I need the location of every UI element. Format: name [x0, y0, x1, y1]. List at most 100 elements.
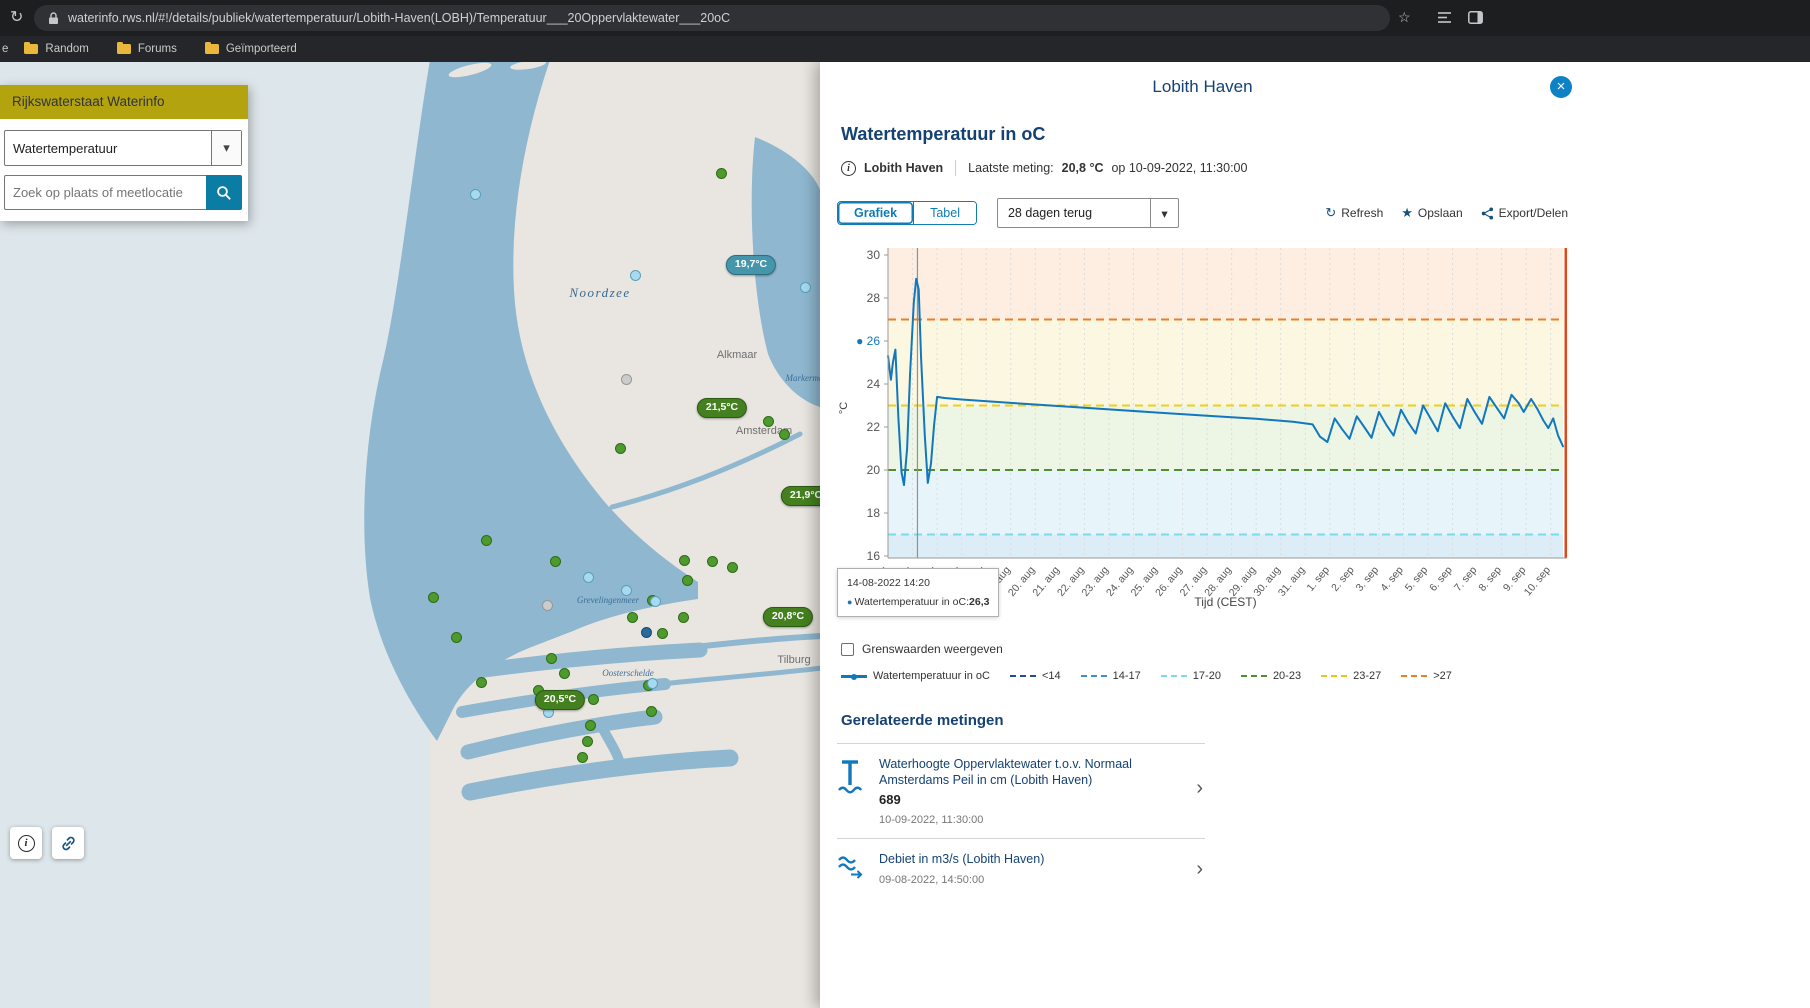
- legend-sample-line: [1401, 675, 1427, 677]
- map-station-dot[interactable]: [588, 694, 599, 705]
- map-station-dot[interactable]: [470, 189, 481, 200]
- parameter-select-value: Watertemperatuur: [13, 141, 117, 156]
- legend-item[interactable]: 23-27: [1321, 670, 1381, 682]
- side-panel-icon[interactable]: [1468, 11, 1483, 27]
- info-icon[interactable]: i: [841, 161, 856, 176]
- map-temperature-badge[interactable]: 21,9°C: [781, 486, 820, 506]
- map-station-dot[interactable]: [585, 720, 596, 731]
- bookmark-star-icon[interactable]: ☆: [1398, 9, 1411, 26]
- map-station-dot[interactable]: [679, 555, 690, 566]
- map-station-dot[interactable]: [707, 556, 718, 567]
- info-icon: i: [18, 835, 35, 852]
- search-button[interactable]: [206, 175, 242, 210]
- close-panel-button[interactable]: ×: [1550, 76, 1572, 98]
- grenswaarden-checkbox[interactable]: [841, 643, 854, 656]
- bookmarks-bar: e Random Forums Geïmporteerd: [0, 36, 1810, 62]
- map-station-dot[interactable]: [476, 677, 487, 688]
- location-search-input[interactable]: [4, 175, 206, 210]
- map-station-dot[interactable]: [647, 678, 658, 689]
- tooltip-value: 26,3: [969, 596, 989, 608]
- bookmark-clipped[interactable]: e: [2, 43, 8, 55]
- tab-grafiek[interactable]: Grafiek: [838, 202, 913, 224]
- temperature-chart[interactable]: 1618202224● 26283014. aug15. aug16. aug1…: [837, 248, 1567, 613]
- chevron-right-icon: ›: [1196, 864, 1203, 874]
- legend-item[interactable]: >27: [1401, 670, 1452, 682]
- svg-text:7. sep: 7. sep: [1452, 564, 1480, 594]
- map-station-dot[interactable]: [621, 374, 632, 385]
- bookmark-folder-forums[interactable]: Forums: [117, 43, 177, 55]
- export-label: Export/Delen: [1499, 206, 1568, 220]
- chevron-right-icon: ›: [1196, 783, 1203, 793]
- close-icon: ×: [1557, 78, 1566, 95]
- panel-station-title: Lobith Haven: [820, 77, 1585, 97]
- map-share-link-button[interactable]: [52, 827, 84, 859]
- map-station-dot[interactable]: [646, 706, 657, 717]
- map-temperature-badge[interactable]: 19,7°C: [726, 255, 776, 275]
- svg-text:Tijd (CEST): Tijd (CEST): [1194, 595, 1256, 609]
- map-station-dot[interactable]: [678, 612, 689, 623]
- map-station-dot[interactable]: [550, 556, 561, 567]
- legend-label: 20-23: [1273, 670, 1301, 682]
- map-temperature-badge[interactable]: 21,5°C: [697, 398, 747, 418]
- related-item-debiet[interactable]: Debiet in m3/s (Lobith Haven) 09-08-2022…: [837, 838, 1205, 898]
- reload-icon[interactable]: ↻: [10, 8, 23, 28]
- bookmark-folder-random[interactable]: Random: [24, 43, 88, 55]
- map-station-dot[interactable]: [559, 668, 570, 679]
- related-item-date: 10-09-2022, 11:30:00: [879, 814, 1183, 826]
- legend-sample-line: [1321, 675, 1347, 677]
- map-station-dot[interactable]: [582, 736, 593, 747]
- map-temperature-badge[interactable]: 20,8°C: [763, 607, 813, 627]
- reading-list-icon[interactable]: [1437, 11, 1452, 27]
- legend-sample-line: [1081, 675, 1107, 677]
- waterinfo-search-panel: Rijkswaterstaat Waterinfo Watertemperatu…: [0, 85, 248, 221]
- map-station-dot[interactable]: [779, 429, 790, 440]
- legend-label: 17-20: [1193, 670, 1221, 682]
- map-station-dot[interactable]: [650, 596, 661, 607]
- map-station-dot[interactable]: [641, 627, 652, 638]
- map-station-dot[interactable]: [481, 535, 492, 546]
- map-station-dot[interactable]: [682, 575, 693, 586]
- map-station-dot[interactable]: [451, 632, 462, 643]
- chart-area: 1618202224● 26283014. aug15. aug16. aug1…: [837, 248, 1567, 613]
- legend-item[interactable]: 14-17: [1081, 670, 1141, 682]
- map-station-dot[interactable]: [615, 443, 626, 454]
- map-station-dot[interactable]: [577, 752, 588, 763]
- divider: [955, 160, 956, 176]
- map-info-button[interactable]: i: [10, 827, 42, 859]
- related-measurements: Gerelateerde metingen Waterhoogte Opperv…: [837, 712, 1205, 898]
- svg-text:5. sep: 5. sep: [1403, 564, 1431, 594]
- save-button[interactable]: ★ Opslaan: [1401, 205, 1462, 221]
- map-station-dot[interactable]: [727, 562, 738, 573]
- map-station-dot[interactable]: [428, 592, 439, 603]
- legend-item[interactable]: <14: [1010, 670, 1061, 682]
- tab-tabel[interactable]: Tabel: [913, 202, 976, 224]
- svg-text:28: 28: [867, 291, 881, 305]
- related-item-waterhoogte[interactable]: Waterhoogte Oppervlaktewater t.o.v. Norm…: [837, 743, 1205, 838]
- map-station-dot[interactable]: [800, 282, 811, 293]
- url-bar[interactable]: waterinfo.rws.nl/#!/details/publiek/wate…: [34, 5, 1390, 31]
- page-viewport: NoordzeeAlkmaarMarkermeerAmsterdamGrevel…: [0, 62, 1810, 1008]
- bookmark-folder-geimporteerd[interactable]: Geïmporteerd: [205, 43, 297, 55]
- map-station-dot[interactable]: [627, 612, 638, 623]
- map-temperature-badge[interactable]: 20,5°C: [535, 690, 585, 710]
- map-station-dot[interactable]: [716, 168, 727, 179]
- map-canvas[interactable]: NoordzeeAlkmaarMarkermeerAmsterdamGrevel…: [0, 62, 820, 1008]
- export-share-button[interactable]: Export/Delen: [1481, 206, 1568, 220]
- legend-item[interactable]: 17-20: [1161, 670, 1221, 682]
- legend-item[interactable]: 20-23: [1241, 670, 1301, 682]
- map-station-dot[interactable]: [630, 270, 641, 281]
- map-station-dot[interactable]: [583, 572, 594, 583]
- map-station-dot[interactable]: [763, 416, 774, 427]
- time-range-select[interactable]: 28 dagen terug ▾: [997, 198, 1179, 228]
- related-item-title: Waterhoogte Oppervlaktewater t.o.v. Norm…: [879, 756, 1183, 788]
- svg-text:24: 24: [867, 377, 881, 391]
- refresh-button[interactable]: ↻ Refresh: [1325, 205, 1383, 221]
- map-station-dot[interactable]: [546, 653, 557, 664]
- map-station-dot[interactable]: [542, 600, 553, 611]
- folder-icon: [205, 44, 219, 54]
- water-level-icon: [837, 758, 863, 794]
- legend-item[interactable]: Watertemperatuur in oC: [841, 670, 990, 682]
- map-station-dot[interactable]: [657, 628, 668, 639]
- map-station-dot[interactable]: [621, 585, 632, 596]
- parameter-select[interactable]: Watertemperatuur ▾: [4, 130, 242, 166]
